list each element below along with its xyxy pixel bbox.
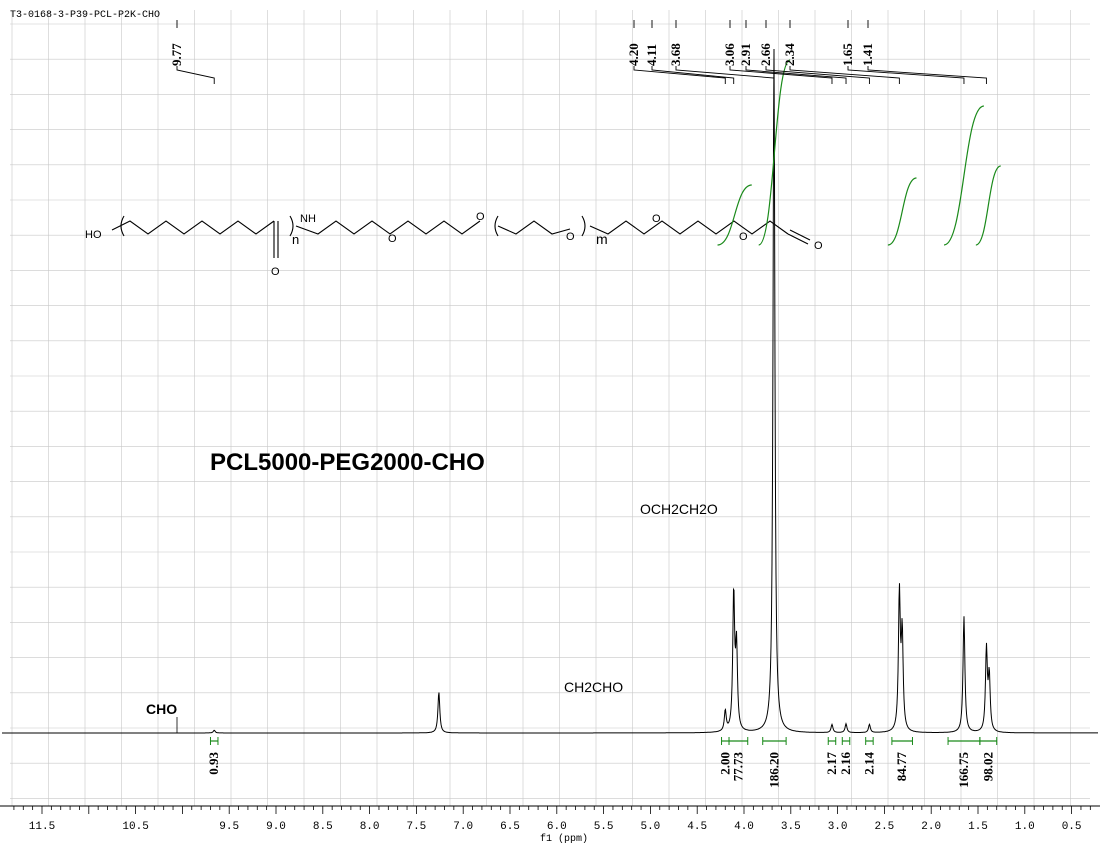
spectrum-trace	[2, 48, 1098, 734]
integral-value-label: 2.14	[861, 752, 876, 775]
structure-carbonyl-bond	[273, 221, 279, 258]
x-tick-label: 3.5	[781, 821, 801, 833]
structure-paren-m-right	[581, 215, 586, 237]
structure-carbonyl-o-label: O	[271, 266, 280, 278]
chemical-structure	[111, 215, 811, 258]
x-tick-label: 11.5	[29, 821, 55, 833]
x-tick-label: 8.5	[313, 821, 333, 833]
structure-bonds-tail	[589, 220, 789, 235]
integral-curves	[717, 59, 1001, 246]
x-tick-label: 2.5	[874, 821, 894, 833]
integral-curve	[943, 105, 985, 246]
annotation-och2ch2o: OCH2CH2O	[640, 501, 718, 517]
x-tick-label: 7.5	[406, 821, 426, 833]
x-tick-label: 2.0	[921, 821, 941, 833]
peak-label-connector	[867, 66, 987, 84]
integral-value-label: 0.93	[206, 752, 221, 775]
peak-label: 1.41	[860, 43, 875, 66]
x-tick-label: 10.5	[122, 821, 148, 833]
chart-grid	[10, 10, 1090, 806]
x-tick-label: 9.5	[219, 821, 239, 833]
structure-nh-label: NH	[300, 213, 316, 225]
peak-label: 2.91	[738, 43, 753, 66]
peak-label-group: 9.77 4.20 4.11 3.68 3.06 2.91 2.66 2.34 1.65 1.41	[169, 20, 987, 84]
compound-title: PCL5000-PEG2000-CHO	[210, 449, 485, 476]
peak-label-connector	[847, 66, 965, 84]
structure-o2-label: O	[476, 211, 485, 223]
peak-label-connector	[651, 66, 735, 84]
structure-o3-label: O	[566, 231, 575, 243]
integral-curve	[717, 184, 752, 246]
peak-label: 4.20	[626, 43, 641, 66]
peak-label-connector	[729, 66, 833, 84]
peak-label: 1.65	[840, 43, 855, 66]
structure-o5-label: O	[739, 231, 748, 243]
x-tick-label: 4.0	[734, 821, 754, 833]
x-tick-label: 1.5	[968, 821, 988, 833]
peak-label: 3.68	[668, 43, 683, 66]
integral-value-label: 166.75	[956, 752, 971, 788]
integral-value-label: 2.17	[824, 752, 839, 775]
annotation-ch2cho: CH2CHO	[564, 679, 623, 695]
x-axis-ticks: 11.5 10.5 9.5 9.0 8.5 8.0 7.5 7.0 6.5 6.0 5.5 5.0 4.…	[13, 806, 1091, 833]
x-tick-label: 4.5	[687, 821, 707, 833]
integral-curve	[887, 177, 917, 246]
sample-id-label: T3-0168-3-P39-PCL-P2K-CHO	[10, 10, 160, 21]
annotation-cho: CHO	[146, 701, 177, 717]
x-tick-label: 5.5	[594, 821, 614, 833]
integral-value-label: 2.00	[717, 752, 732, 775]
peak-label: 2.34	[782, 43, 797, 66]
peak-label: 2.66	[758, 43, 773, 66]
x-tick-label: 8.0	[360, 821, 380, 833]
structure-bonds-pcl	[111, 220, 275, 235]
x-tick-label: 5.0	[640, 821, 660, 833]
peak-label: 3.06	[722, 43, 737, 66]
integral-value-label: 84.77	[894, 752, 909, 782]
x-tick-label: 9.0	[266, 821, 286, 833]
x-tick-label: 0.5	[1062, 821, 1082, 833]
peak-annotations: CHO OCH2CH2O CH2CHO	[146, 501, 718, 717]
integral-curve	[975, 165, 1001, 246]
structure-o1-label: O	[388, 233, 397, 245]
structure-aldehyde-o-label: O	[814, 240, 823, 252]
peak-label-connector	[176, 66, 215, 84]
integral-value-label: 77.73	[730, 752, 745, 782]
structure-paren-n-right	[289, 215, 294, 237]
peak-label-connector	[745, 66, 847, 84]
structure-ho-label: HO	[85, 229, 102, 241]
x-tick-label: 7.0	[453, 821, 473, 833]
x-axis-title: f1 (ppm)	[540, 833, 588, 843]
integral-value-label: 98.02	[980, 752, 995, 781]
x-tick-label: 6.0	[547, 821, 567, 833]
structure-n-subscript: n	[292, 232, 299, 247]
peak-label-connector	[675, 66, 775, 84]
peak-label-connector	[765, 66, 870, 84]
peak-label: 9.77	[169, 43, 184, 66]
structure-atom-labels: HO NH n O O O O m O O O	[85, 211, 823, 278]
x-tick-label: 3.0	[828, 821, 848, 833]
structure-aldehyde-bond	[787, 229, 811, 245]
structure-paren-n-left	[120, 215, 125, 237]
peak-label: 4.11	[644, 44, 659, 66]
integral-value-label: 186.20	[766, 752, 781, 788]
integral-value-label: 2.16	[838, 752, 853, 775]
peak-label-connector	[633, 66, 726, 84]
structure-o4-label: O	[652, 213, 661, 225]
structure-bonds-m	[497, 220, 571, 235]
structure-m-subscript: m	[596, 231, 608, 247]
integral-curve	[758, 59, 791, 246]
x-tick-label: 1.0	[1015, 821, 1035, 833]
structure-bonds-peg	[295, 220, 481, 235]
structure-paren-m-left	[494, 215, 499, 237]
peak-label-connector	[789, 66, 900, 84]
x-tick-label: 6.5	[500, 821, 520, 833]
